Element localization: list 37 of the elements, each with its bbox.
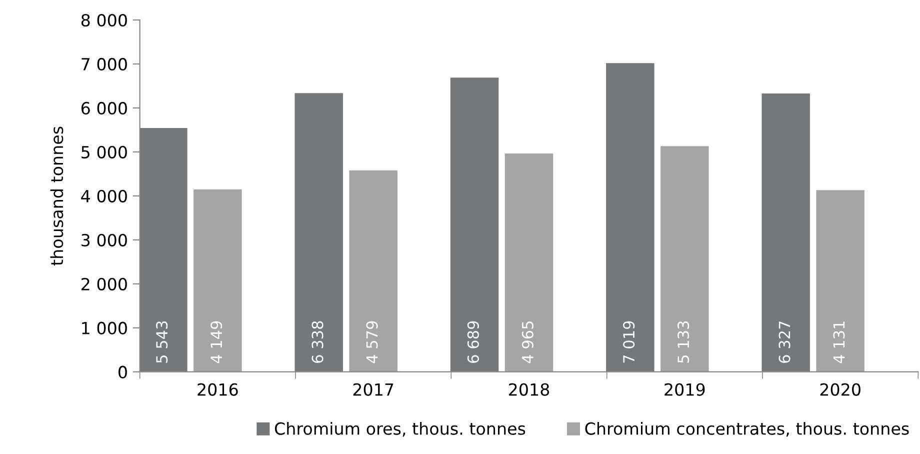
bar (504, 153, 554, 372)
x-tick-label: 2016 (198, 383, 238, 396)
y-tick-label: 8 000 (81, 14, 127, 27)
x-tick-label: 2017 (353, 383, 394, 396)
data-label: 6 338 (312, 321, 324, 363)
bar (606, 63, 654, 372)
bar (194, 189, 242, 372)
bar (762, 94, 810, 372)
y-tick-label: 6 000 (81, 102, 127, 115)
bar (450, 78, 499, 372)
data-label: 4 965 (522, 322, 534, 364)
y-tick-label: 5 000 (82, 146, 127, 158)
legend-label: Chromium concentrates, thous. tonnes (585, 422, 909, 437)
data-label: 4 579 (366, 321, 378, 364)
data-label: 7 019 (623, 321, 635, 363)
y-tick-label: 4 000 (81, 190, 127, 202)
bar (816, 190, 864, 372)
y-tick-label: 0 (118, 366, 127, 378)
legend-label: Chromium ores, thous. tonnes (274, 422, 526, 437)
data-label: 6 689 (467, 321, 479, 363)
bar (660, 146, 709, 372)
x-tick-label: 2020 (820, 383, 860, 396)
bar (294, 93, 343, 372)
data-label: 5 543 (156, 321, 168, 363)
y-tick-label: 3 000 (82, 234, 127, 246)
y-axis-title: thousand tonnes (50, 126, 64, 266)
data-label: 4 131 (833, 322, 845, 364)
y-tick-label: 2 000 (82, 278, 127, 290)
data-label: 4 149 (210, 321, 222, 364)
y-tick-label: 7 000 (82, 58, 127, 71)
data-label: 6 327 (778, 321, 790, 363)
x-tick-label: 2018 (509, 383, 550, 396)
x-tick-label: 2019 (664, 383, 705, 396)
bar (140, 128, 188, 372)
y-tick-label: 1 000 (82, 322, 127, 334)
bar (349, 170, 398, 372)
data-label: 5 133 (678, 321, 690, 363)
